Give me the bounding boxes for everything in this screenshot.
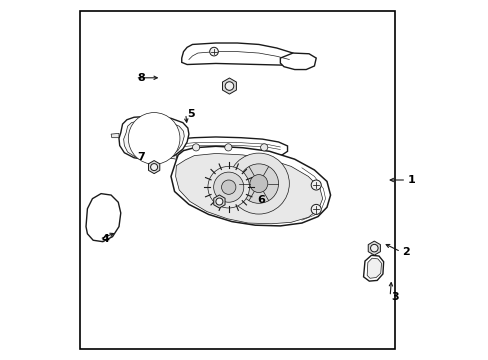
Polygon shape [160,139,176,159]
Polygon shape [182,43,298,65]
Polygon shape [123,120,184,159]
Polygon shape [111,134,119,138]
Circle shape [370,244,377,252]
Circle shape [310,204,321,215]
Polygon shape [86,194,121,242]
Circle shape [228,153,289,214]
Polygon shape [171,146,330,226]
Circle shape [213,172,244,202]
Text: 8: 8 [137,73,144,83]
Polygon shape [366,258,381,278]
Polygon shape [213,195,224,208]
Text: 4: 4 [101,234,109,244]
Circle shape [224,144,231,151]
Circle shape [310,180,321,190]
Text: 2: 2 [402,247,409,257]
Circle shape [260,144,267,151]
Bar [80,12,394,348]
Polygon shape [148,161,160,174]
Text: 6: 6 [257,195,264,205]
Circle shape [128,113,180,164]
Circle shape [150,163,157,171]
Polygon shape [363,255,383,281]
Circle shape [249,175,267,193]
Polygon shape [119,116,188,160]
Circle shape [207,166,249,208]
Circle shape [192,144,199,151]
Polygon shape [160,137,287,160]
Circle shape [221,180,235,194]
Text: 7: 7 [137,152,144,162]
Text: 5: 5 [187,109,194,119]
Circle shape [216,198,223,205]
Polygon shape [280,53,316,69]
Circle shape [209,47,218,56]
Circle shape [224,82,233,90]
Polygon shape [222,78,236,94]
Circle shape [167,144,174,151]
Circle shape [239,164,278,203]
Polygon shape [175,153,322,224]
Polygon shape [367,241,380,255]
Text: 3: 3 [391,292,398,302]
Text: 1: 1 [407,175,415,185]
